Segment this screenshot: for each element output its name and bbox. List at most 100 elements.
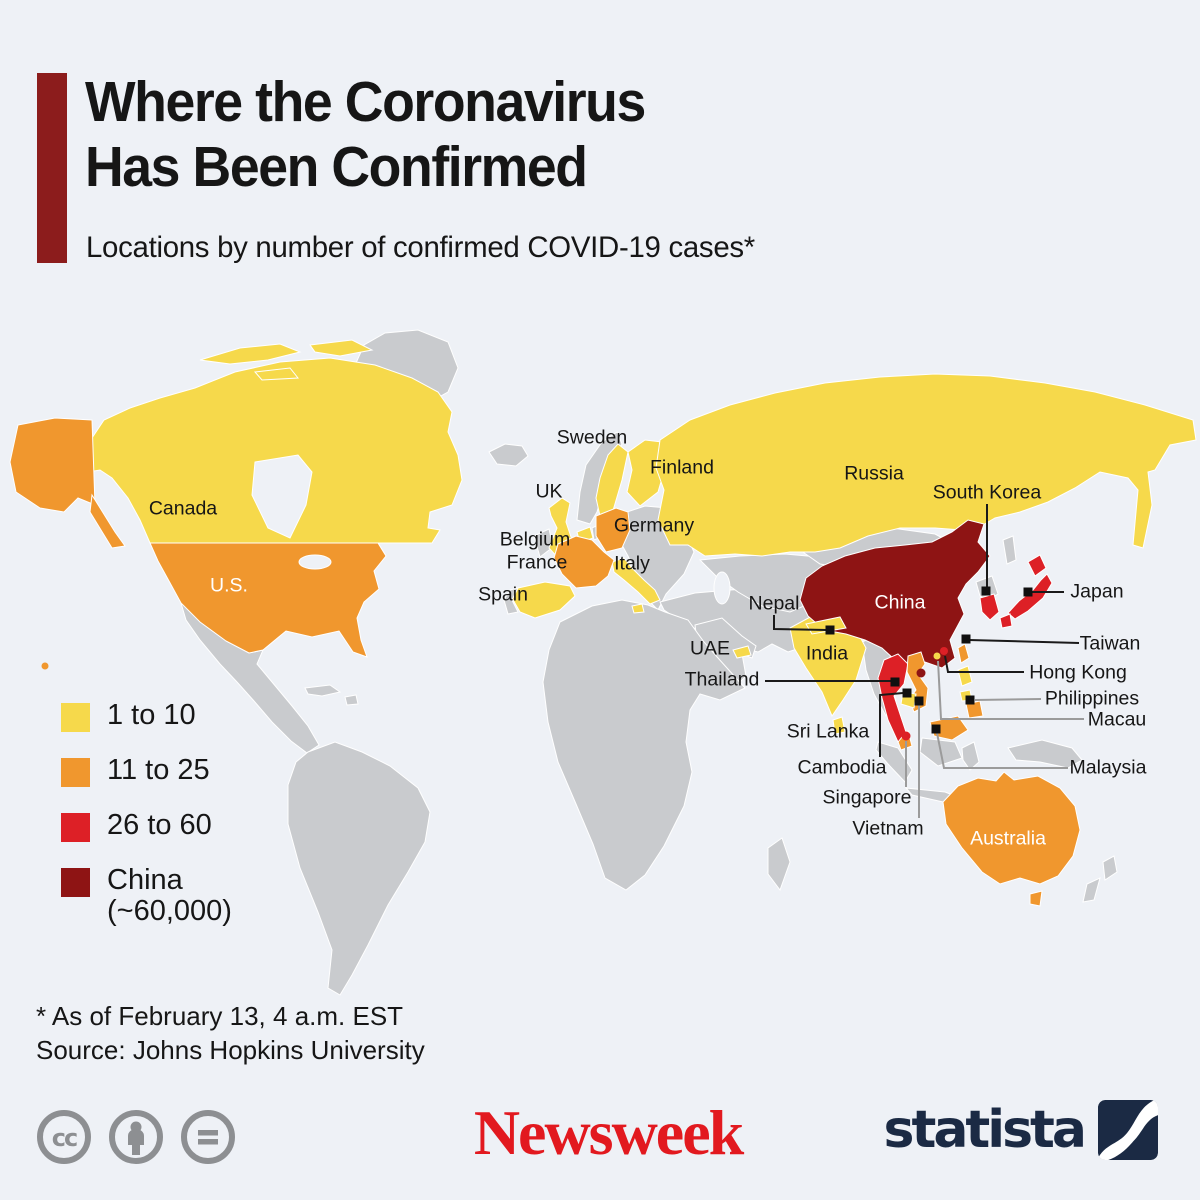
country-usa-alaska [9,417,96,513]
landmasses [9,329,1197,996]
country-south-korea [979,593,1000,621]
cc-by-person-icon [109,1110,163,1164]
cc-icon: cc [37,1110,91,1164]
country-japan-hokkaido [1027,554,1047,577]
country-spain [511,581,576,619]
country-usa-alaska-tail [89,493,126,549]
title-accent-bar [37,73,67,263]
country-philippines-mindanao [965,700,984,719]
philippines-marker [965,695,975,705]
svg-text:cc: cc [52,1124,77,1152]
newsweek-logo: Newsweek [473,1097,744,1168]
map-label-nepal: Nepal [748,592,800,615]
cc-license-row: cc [35,1108,237,1166]
map-label-germany: Germany [613,514,695,537]
country-italy [611,557,661,605]
hong-kong-leader [944,655,1024,673]
legend-item: 1 to 10 [61,700,232,732]
taiwan-marker [961,634,971,644]
footnote: * As of February 13, 4 a.m. EST Source: … [36,999,425,1067]
map-label-malaysia: Malaysia [1069,756,1147,779]
nepal-leader [773,615,828,631]
country-japan-honshu [1007,573,1053,620]
statista-swoosh-icon [1098,1100,1158,1160]
legend-label: 26 to 60 [107,809,212,841]
map-label-hong-kong: Hong Kong [1029,661,1127,684]
malaysia-marker [931,724,941,734]
map-label-singapore: Singapore [822,786,912,809]
philippines-leader [974,698,1042,701]
country-canada-arctic-1 [199,343,302,365]
footnote-date: * As of February 13, 4 a.m. EST [36,1001,404,1031]
legend-swatch [61,813,90,842]
title-line-2: Has Been Confirmed [85,135,588,199]
country-malaysia-borneo [929,715,969,741]
map-label-china: China [874,591,926,614]
map-label-spain: Spain [478,583,528,606]
country-philippines-luzon [957,665,973,687]
thailand-marker [890,677,900,687]
country-australia [942,771,1081,885]
island-cuba [304,684,342,697]
map-label-italy: Italy [614,552,650,575]
continent-south-america [287,741,431,996]
legend-item: 26 to 60 [61,809,232,842]
hainan-dot [916,668,926,678]
country-new-zealand-south [1082,877,1101,903]
map-label-france: France [506,551,568,574]
taiwan-leader [968,639,1080,644]
singapore-dot [901,731,911,741]
island-madagascar [767,837,791,892]
map-label-sri-lanka: Sri Lanka [786,720,870,743]
map-label-japan: Japan [1070,580,1124,603]
map-label-finland: Finland [650,456,714,479]
map-label-belgium: Belgium [499,528,571,551]
map-label-canada: Canada [148,497,218,520]
island-sulawesi [961,741,980,771]
hong-kong-dot [940,647,948,655]
country-iceland [488,443,529,467]
country-sri-lanka [832,716,846,735]
country-uae [732,645,752,659]
statista-logo: statista [884,1100,1158,1160]
country-sweden [595,443,629,517]
country-canada-arctic-2 [309,339,374,357]
hudson-bay [251,454,313,539]
map-label-cambodia: Cambodia [797,756,887,779]
title-line-1: Where the Coronavirus [85,70,646,134]
cambodia-marker [902,688,912,698]
country-china [799,519,991,669]
country-germany [595,507,631,553]
malaysia-leader [936,732,1068,769]
vietnam-marker [914,696,924,706]
map-overlay [41,504,1084,818]
country-russia [655,373,1197,557]
nepal-marker [825,625,835,635]
legend-item: 11 to 25 [61,754,232,787]
map-label-macau: Macau [1087,708,1147,731]
island-hispaniola [344,694,359,706]
map-label-uae: UAE [689,637,731,660]
map-label-sweden: Sweden [556,426,628,449]
map-label-thailand: Thailand [684,668,760,691]
hawaii-dot [41,662,49,670]
cambodia-leader [879,692,904,757]
footnote-source: Source: Johns Hopkins University [36,1035,425,1065]
legend-label: 11 to 25 [107,754,210,786]
map-label-south-korea: South Korea [932,481,1042,504]
legend-swatch [61,868,90,897]
map-label-australia: Australia [970,827,1046,850]
country-canada [87,357,463,544]
legend-label: China (~60,000) [107,864,232,927]
macau-dot [933,652,941,660]
country-france [553,535,615,589]
map-label-uk: UK [535,480,563,503]
map-label-taiwan: Taiwan [1079,632,1141,655]
country-australia-tasmania [1029,890,1043,907]
statista-wordmark: statista [883,1100,1087,1160]
page-title: Where the Coronavirus Has Been Confirmed [85,70,646,200]
macau-leader [937,660,1084,720]
country-usa [149,542,387,658]
continent-africa [542,599,746,891]
